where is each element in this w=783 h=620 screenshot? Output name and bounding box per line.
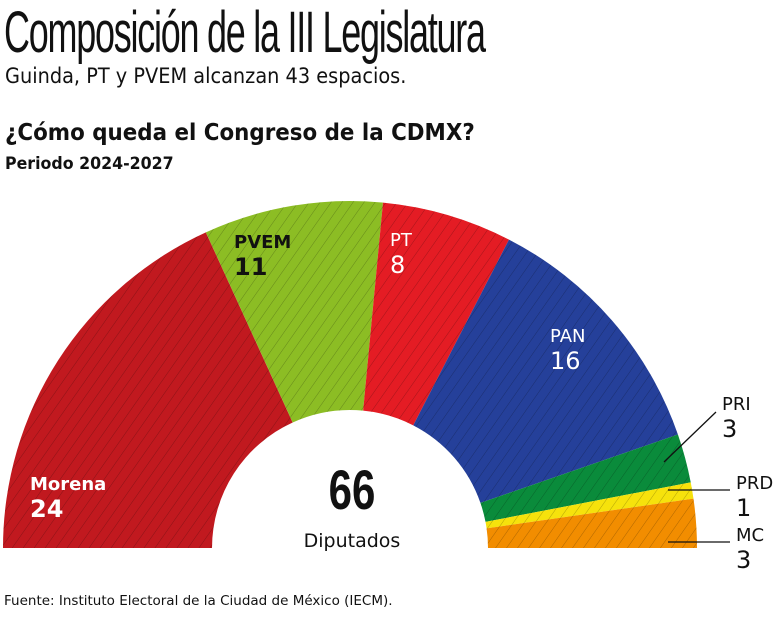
slice-hatch-pri <box>480 434 691 522</box>
label-value: 3 <box>736 546 752 574</box>
chart-title: ¿Cómo queda el Congreso de la CDMX? <box>5 120 475 146</box>
total-label: Diputados <box>303 530 401 552</box>
label-pri: PRI 3 <box>722 394 751 443</box>
slice-hatch-prd <box>485 482 694 529</box>
source-note: Fuente: Instituto Electoral de la Ciudad… <box>4 593 393 609</box>
slice-hatch-pvem <box>205 200 383 423</box>
label-pan: PAN 16 <box>550 326 586 375</box>
label-name: PRD <box>736 473 774 494</box>
label-name: PT <box>390 230 412 251</box>
page-title: Composición de la III Legislatura <box>4 0 486 65</box>
total-seats: 66 <box>328 458 376 521</box>
slice-hatch-mc <box>486 498 697 548</box>
label-name: Morena <box>30 474 107 495</box>
label-value: 16 <box>550 347 581 375</box>
label-name: PAN <box>550 326 586 347</box>
label-value: 8 <box>390 251 406 279</box>
label-name: PVEM <box>234 232 292 253</box>
label-value: 1 <box>736 494 752 522</box>
slice-hatch-pt <box>363 202 510 426</box>
slice-hatch-morena <box>3 232 293 548</box>
label-value: 3 <box>722 415 738 443</box>
leader-line-pri <box>663 411 717 463</box>
label-value: 24 <box>30 495 64 523</box>
page-subtitle: Guinda, PT y PVEM alcanzan 43 espacios. <box>5 64 407 88</box>
label-mc: MC 3 <box>736 525 765 574</box>
label-pvem: PVEM 11 <box>234 232 292 281</box>
label-pt: PT 8 <box>390 230 412 279</box>
label-name: MC <box>736 525 765 546</box>
label-name: PRI <box>722 394 751 415</box>
slice-hatch-pan <box>413 239 678 503</box>
chart-subtitle: Periodo 2024-2027 <box>5 154 174 174</box>
label-morena: Morena 24 <box>30 474 107 523</box>
label-prd: PRD 1 <box>736 473 774 522</box>
label-value: 11 <box>234 253 268 281</box>
